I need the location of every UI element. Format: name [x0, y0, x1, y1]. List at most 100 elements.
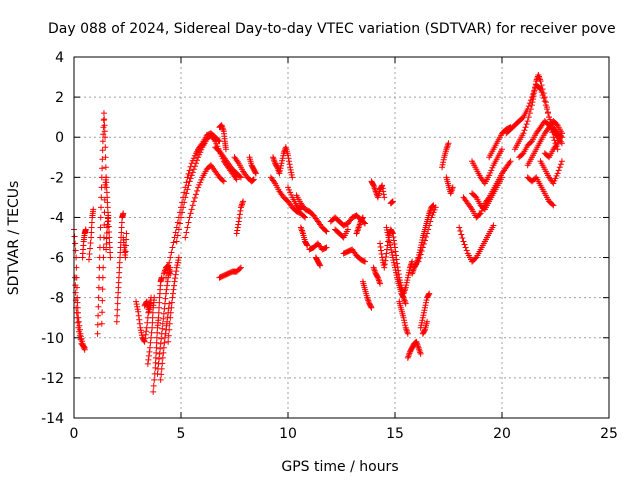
data-point — [429, 203, 436, 210]
data-point — [379, 185, 386, 192]
data-point — [472, 255, 479, 262]
data-point — [445, 140, 452, 147]
data-point — [154, 370, 161, 377]
data-point — [106, 239, 113, 246]
data-point — [507, 158, 514, 165]
data-point — [389, 198, 396, 205]
data-point — [183, 179, 190, 186]
data-point — [118, 224, 125, 231]
data-point — [191, 152, 198, 159]
data-point — [379, 254, 386, 261]
data-point — [303, 241, 310, 248]
data-point — [219, 177, 226, 184]
data-point — [423, 297, 430, 304]
data-point — [427, 218, 434, 225]
data-point — [123, 230, 130, 237]
data-point — [236, 214, 243, 221]
data-point — [360, 258, 367, 265]
data-point — [170, 286, 177, 293]
data-point — [85, 256, 92, 263]
data-point — [390, 257, 397, 264]
data-point — [135, 312, 142, 319]
data-point — [188, 206, 195, 213]
data-point — [420, 309, 427, 316]
data-point — [456, 224, 463, 231]
data-point — [359, 215, 366, 222]
data-point — [181, 199, 188, 206]
data-points — [71, 72, 565, 395]
data-point — [195, 184, 202, 191]
data-point — [344, 226, 351, 233]
data-point — [554, 140, 561, 147]
data-point — [174, 262, 181, 269]
data-point — [252, 169, 259, 176]
data-point — [163, 322, 170, 329]
data-point — [118, 229, 125, 236]
data-point — [402, 284, 409, 291]
data-point — [172, 275, 179, 282]
data-point — [166, 300, 173, 307]
data-point — [557, 132, 564, 139]
data-point — [189, 157, 196, 164]
data-point — [184, 186, 191, 193]
data-point — [422, 302, 429, 309]
data-point — [519, 151, 526, 158]
y-tick-label: -2 — [50, 170, 64, 186]
data-point — [134, 303, 141, 310]
data-point — [521, 127, 528, 134]
data-point — [378, 251, 385, 258]
data-point — [187, 175, 194, 182]
data-point — [115, 289, 122, 296]
data-point — [432, 204, 439, 211]
data-point — [120, 210, 127, 217]
data-point — [88, 219, 95, 226]
data-point — [393, 252, 400, 259]
data-point — [171, 234, 178, 241]
data-point — [233, 176, 240, 183]
data-point — [152, 364, 159, 371]
data-point — [153, 344, 160, 351]
data-point — [186, 167, 193, 174]
data-point — [196, 181, 203, 188]
y-tick-label: -4 — [50, 210, 64, 226]
data-point — [426, 290, 433, 297]
data-point — [439, 164, 446, 171]
data-point — [489, 164, 496, 171]
data-point — [499, 174, 505, 181]
data-point — [519, 115, 526, 122]
data-point — [162, 295, 169, 302]
data-point — [75, 324, 82, 331]
data-point — [148, 334, 155, 341]
data-point — [100, 264, 107, 271]
data-point — [368, 304, 375, 311]
data-point — [490, 222, 497, 229]
data-point — [235, 218, 242, 225]
data-point — [114, 300, 121, 307]
data-point — [194, 157, 201, 164]
data-point — [76, 328, 83, 335]
data-point — [191, 194, 198, 201]
data-point — [380, 262, 387, 269]
data-point — [156, 355, 163, 362]
data-point — [389, 254, 396, 261]
data-point — [152, 354, 159, 361]
data-point — [527, 139, 534, 146]
data-point — [158, 365, 165, 372]
data-point — [389, 230, 396, 237]
y-axis-label: SDTVAR / TECUs — [6, 181, 22, 296]
data-point — [175, 226, 182, 233]
data-point — [390, 259, 397, 266]
data-point — [155, 314, 162, 321]
data-point — [156, 304, 163, 311]
data-point — [115, 284, 122, 291]
data-point — [420, 241, 427, 248]
data-point — [403, 282, 410, 289]
data-point — [234, 224, 241, 231]
x-tick-label: 20 — [493, 426, 511, 442]
data-point — [431, 206, 438, 213]
axis-ticks: 0 5 10 15 20 25 -14 -12 -10 -8 -6 -4 -2 0 2 4 — [41, 50, 618, 442]
data-point — [178, 214, 184, 221]
data-point — [150, 382, 157, 389]
data-point — [142, 331, 149, 338]
data-point — [159, 325, 166, 332]
